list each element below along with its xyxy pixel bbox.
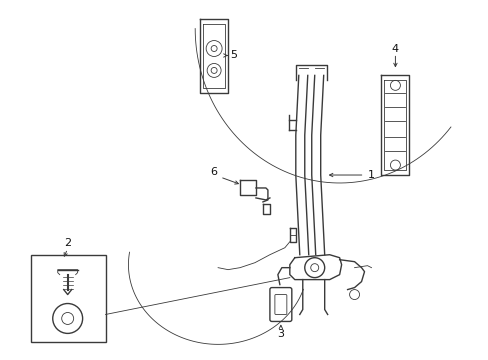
FancyBboxPatch shape (274, 294, 286, 315)
Text: 4: 4 (391, 44, 398, 54)
Text: 2: 2 (64, 238, 71, 248)
Text: 6: 6 (210, 167, 217, 177)
Text: 1: 1 (367, 170, 374, 180)
Bar (31, 255, 105, 342)
Text: 5: 5 (229, 50, 237, 60)
Text: 3: 3 (277, 329, 284, 339)
FancyBboxPatch shape (269, 288, 291, 321)
